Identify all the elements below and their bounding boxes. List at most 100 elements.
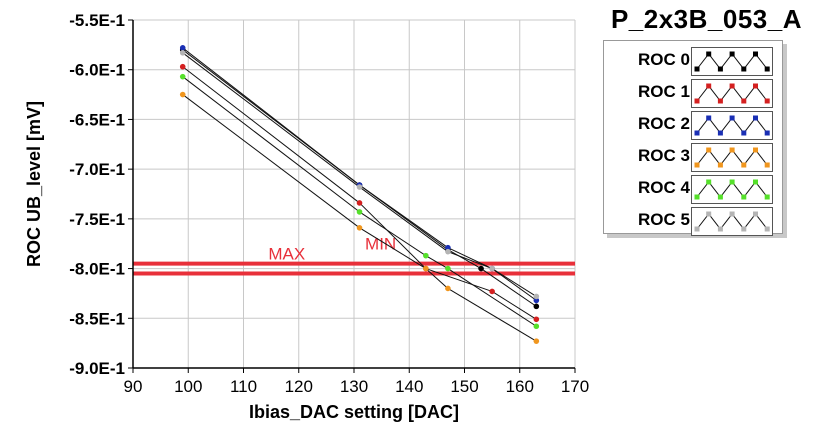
- series-layer: [179, 45, 540, 344]
- y-tick-label: -8.5E-1: [69, 309, 125, 328]
- series-line-roc-2: [491, 268, 537, 301]
- data-point-roc-1: [489, 288, 495, 295]
- grid-layer: [132, 19, 576, 369]
- y-tick-label: -5.5E-1: [69, 11, 125, 30]
- data-point-roc-4: [423, 252, 429, 259]
- y-tick-label: -8.0E-1: [69, 260, 125, 279]
- legend-entry: ROC 1: [604, 77, 782, 108]
- legend-swatch-marker: [764, 194, 770, 200]
- series-line-roc-5: [359, 186, 449, 253]
- legend-swatch-marker: [753, 211, 758, 217]
- series-line-roc-4: [425, 255, 449, 270]
- legend-entry: ROC 0: [604, 45, 782, 76]
- data-point-roc-4: [445, 265, 451, 272]
- legend-swatch-marker: [717, 130, 723, 136]
- data-point-roc-4: [179, 73, 186, 80]
- series-line-roc-5: [182, 52, 360, 188]
- legend-swatch-marker: [717, 226, 723, 232]
- data-point-roc-3: [445, 285, 451, 292]
- legend-swatch-marker: [764, 130, 770, 136]
- legend-swatch: [691, 175, 773, 204]
- data-point-roc-5: [533, 293, 540, 300]
- series-line-roc-1: [425, 268, 493, 292]
- legend-swatch-marker: [741, 98, 747, 104]
- data-point-roc-3: [356, 225, 363, 231]
- series-line-roc-5: [491, 268, 537, 297]
- legend-swatch-marker: [729, 147, 735, 153]
- data-point-roc-3: [179, 91, 186, 98]
- series-line-roc-0: [447, 249, 482, 270]
- legend-swatch-marker: [741, 162, 747, 168]
- x-tick-label: 140: [395, 377, 423, 396]
- legend-swatch: [691, 79, 773, 108]
- legend-label: ROC 4: [638, 178, 690, 197]
- series-line-roc-2: [447, 247, 493, 270]
- legend-swatch-marker: [717, 98, 723, 104]
- legend-swatch: [691, 143, 773, 172]
- legend-swatch-marker: [764, 66, 770, 72]
- data-point-roc-2: [179, 45, 186, 51]
- legend-swatch-marker: [764, 162, 770, 168]
- x-axis-title: Ibias_DAC setting [DAC]: [249, 402, 459, 422]
- x-tick-label: 130: [340, 377, 368, 396]
- x-tick-label: 150: [450, 377, 478, 396]
- annotation-max: MAX: [268, 245, 305, 264]
- series-line-roc-5: [447, 251, 493, 270]
- series-line-roc-3: [425, 268, 449, 289]
- axes: [128, 19, 576, 373]
- data-point-roc-1: [533, 316, 540, 323]
- legend-swatch-marker: [729, 83, 735, 89]
- series-line-roc-2: [359, 184, 449, 249]
- x-tick-label: 90: [124, 377, 143, 396]
- series-line-roc-1: [182, 66, 360, 204]
- series-line-roc-1: [359, 202, 427, 269]
- reference-lines: MAX MIN: [133, 235, 575, 276]
- legend-swatch-marker: [753, 83, 758, 89]
- legend: ROC 0 ROC 1 ROC 2 ROC 3 ROC 4 ROC 5: [603, 40, 783, 236]
- legend-label: ROC 0: [638, 50, 690, 69]
- data-point-roc-5: [356, 184, 363, 190]
- legend-entry: ROC 4: [604, 173, 782, 204]
- legend-swatch-marker: [706, 115, 712, 121]
- data-point-roc-0: [478, 265, 484, 272]
- legend-swatch-marker: [753, 115, 758, 121]
- legend-swatch-marker: [753, 147, 758, 153]
- series-line-roc-4: [359, 211, 427, 257]
- legend-swatch: [691, 111, 773, 140]
- legend-swatch-marker: [764, 226, 770, 232]
- x-tick-label: 100: [174, 377, 202, 396]
- data-point-roc-4: [533, 323, 540, 330]
- legend-swatch-marker: [694, 162, 700, 168]
- y-tick-label: -7.0E-1: [69, 160, 125, 179]
- legend-swatch-marker: [717, 194, 723, 200]
- legend-swatch-marker: [694, 130, 700, 136]
- series-line-roc-3: [447, 288, 537, 342]
- data-point-roc-3: [423, 265, 429, 272]
- series-line-roc-3: [359, 227, 427, 269]
- legend-swatch-marker: [753, 51, 758, 57]
- x-tick-label: 110: [230, 377, 257, 396]
- data-point-roc-3: [533, 338, 540, 344]
- x-tick-label: 160: [506, 377, 534, 396]
- legend-entry: ROC 2: [604, 109, 782, 140]
- data-point-roc-1: [356, 200, 363, 206]
- y-tick-label: -7.5E-1: [69, 210, 125, 229]
- series-line-roc-4: [182, 76, 360, 213]
- series-line-roc-0: [480, 268, 537, 307]
- series-line-roc-2: [182, 47, 360, 186]
- legend-swatch: [691, 207, 773, 236]
- legend-entry: ROC 5: [604, 205, 782, 236]
- x-tick-label: 170: [561, 377, 589, 396]
- legend-swatch-marker: [729, 211, 735, 217]
- y-tick-label: -9.0E-1: [69, 359, 125, 378]
- legend-swatch-marker: [694, 226, 700, 232]
- legend-swatch-marker: [729, 115, 735, 121]
- legend-swatch-marker: [729, 179, 735, 185]
- legend-swatch-marker: [741, 66, 747, 72]
- legend-entry: ROC 3: [604, 141, 782, 172]
- legend-swatch-marker: [694, 98, 700, 104]
- data-point-roc-5: [445, 248, 451, 255]
- y-axis-title: ROC UB_level [mV]: [24, 101, 44, 267]
- x-tick-label: 120: [285, 377, 313, 396]
